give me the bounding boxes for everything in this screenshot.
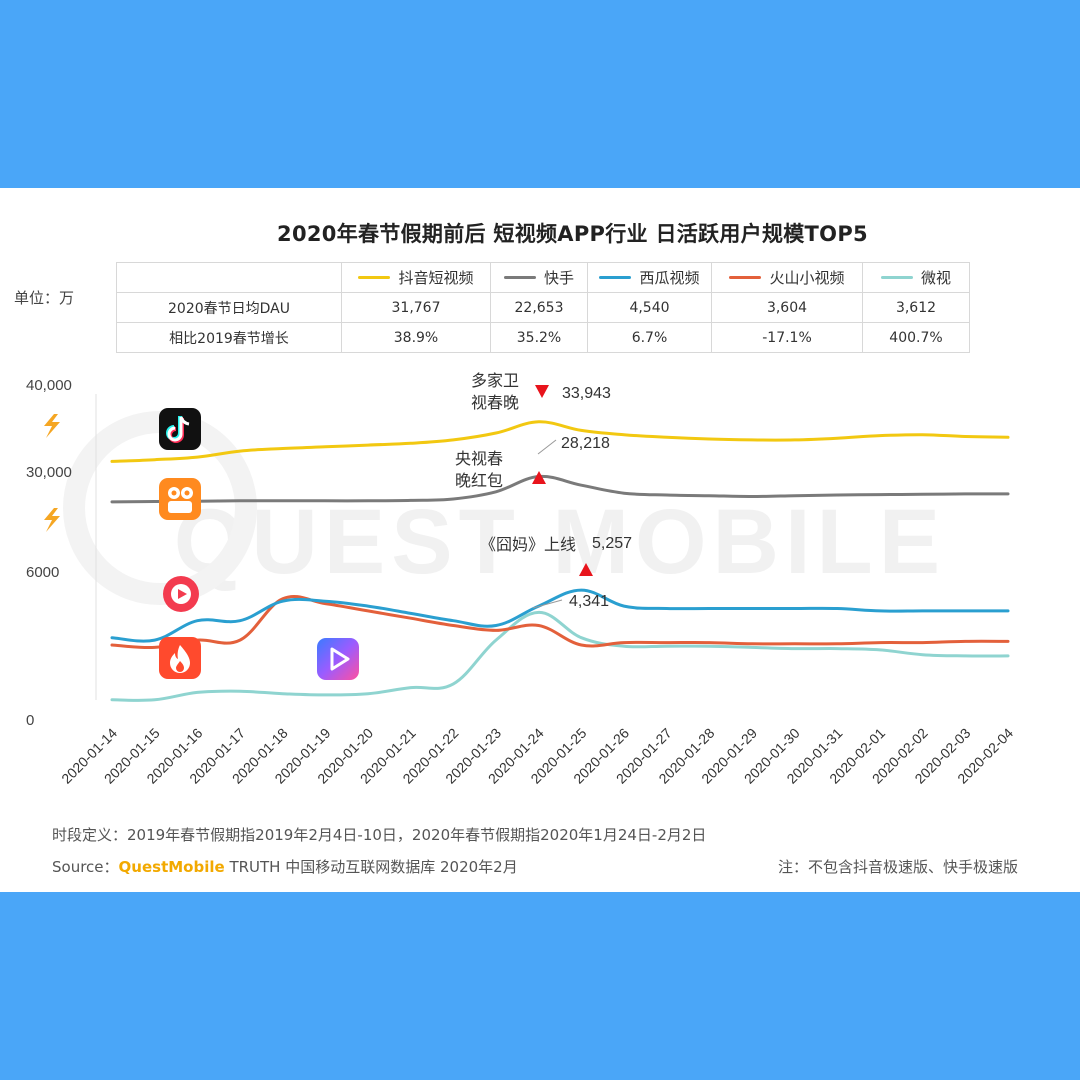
huoshan-icon — [159, 637, 201, 679]
kuaishou-icon — [159, 478, 201, 520]
huoshan-glyph — [170, 645, 190, 673]
legend-row: 抖音短视频 快手 西瓜视频 火山小视频 微视 — [116, 262, 970, 293]
y-tick-label: 30,000 — [26, 464, 72, 481]
douyin-icon — [159, 408, 201, 450]
table-cell: 400.7% — [862, 322, 970, 353]
annotation-marker — [532, 471, 546, 484]
annotation-label: 《囧妈》上线 — [480, 536, 576, 554]
unit-label: 单位：万 — [14, 289, 75, 307]
legend-label: 火山小视频 — [769, 269, 845, 287]
watermark: QUEST MOBILE — [174, 491, 946, 593]
table-row-dau: 2020春节日均DAU 31,767 22,653 4,540 3,604 3,… — [116, 292, 970, 323]
annotation-value: 4,341 — [569, 593, 609, 610]
y-tick-label: 6000 — [26, 564, 59, 581]
legend-item-xigua: 西瓜视频 — [587, 262, 712, 293]
series-line — [110, 420, 1010, 463]
source-rest: TRUTH 中国移动互联网数据库 2020年2月 — [229, 858, 518, 876]
table-cell: 6.7% — [587, 322, 712, 353]
weishi-glyph — [330, 647, 350, 671]
line-chart: QUEST MOBILE40,00030,000600002020-01-142… — [26, 372, 1016, 787]
legend-swatch — [599, 276, 632, 279]
annotation-value: 28,218 — [561, 435, 610, 452]
annotation-value: 5,257 — [592, 535, 632, 552]
footnote: 时段定义：2019年春节假期指2019年2月4日-10日，2020年春节假期指2… — [52, 826, 707, 844]
legend-item-weishi: 微视 — [862, 262, 970, 293]
series-line — [110, 610, 1010, 702]
legend-label: 微视 — [920, 269, 951, 287]
row-label: 2020春节日均DAU — [116, 292, 342, 323]
annotation-label: 晚红包 — [455, 472, 503, 490]
annotation-marker — [535, 385, 549, 398]
douyin-glyph — [166, 416, 190, 443]
annotation-leader — [532, 599, 563, 609]
xigua-icon — [163, 576, 199, 612]
legend-item-douyin: 抖音短视频 — [341, 262, 491, 293]
kuaishou-glyph — [168, 487, 193, 513]
note: 注：不包含抖音极速版、快手极速版 — [777, 858, 1018, 876]
annotation-value: 33,943 — [562, 385, 611, 402]
y-tick-label: 0 — [26, 712, 34, 729]
series-line — [110, 594, 1010, 650]
axis-break-icon — [44, 414, 60, 438]
row-label: 相比2019春节增长 — [116, 322, 342, 353]
annotation-label: 多家卫 — [471, 372, 519, 390]
xigua-glyph — [171, 584, 191, 604]
table-cell: -17.1% — [711, 322, 863, 353]
annotation-label: 央视春 — [455, 450, 503, 468]
legend-label: 快手 — [543, 269, 574, 287]
legend-swatch — [503, 276, 536, 279]
source-brand: QuestMobile — [118, 858, 225, 876]
annotation-label: 视春晚 — [471, 394, 519, 412]
annotation-leader — [537, 439, 557, 455]
legend-swatch — [880, 276, 913, 279]
source-label: Source： — [52, 858, 119, 876]
axis-break-icon — [44, 508, 60, 532]
chart-card: 2020年春节假期前后 短视频APP行业 日活跃用户规模TOP5 单位：万 抖音… — [0, 188, 1080, 892]
legend-label: 西瓜视频 — [639, 269, 700, 287]
legend-item-kuaishou: 快手 — [490, 262, 588, 293]
table-cell: 35.2% — [490, 322, 588, 353]
weishi-icon — [317, 638, 359, 680]
y-tick-label: 40,000 — [26, 377, 72, 394]
series-line — [110, 474, 1010, 504]
table-cell: 3,612 — [862, 292, 970, 323]
legend-swatch — [729, 276, 762, 279]
chart-title: 2020年春节假期前后 短视频APP行业 日活跃用户规模TOP5 — [277, 222, 868, 246]
legend-label: 抖音短视频 — [398, 269, 474, 287]
table-cell: 38.9% — [341, 322, 491, 353]
table-row-growth: 相比2019春节增长 38.9% 35.2% 6.7% -17.1% 400.7… — [116, 322, 970, 353]
series-line — [110, 588, 1010, 643]
table-cell: 22,653 — [490, 292, 588, 323]
annotation-marker — [579, 563, 593, 576]
legend-swatch — [358, 276, 391, 279]
source-line: Source：QuestMobile TRUTH 中国移动互联网数据库 2020… — [52, 856, 518, 877]
summary-table: 抖音短视频 快手 西瓜视频 火山小视频 微视 2020春节日均DAU 31,76… — [116, 262, 970, 353]
